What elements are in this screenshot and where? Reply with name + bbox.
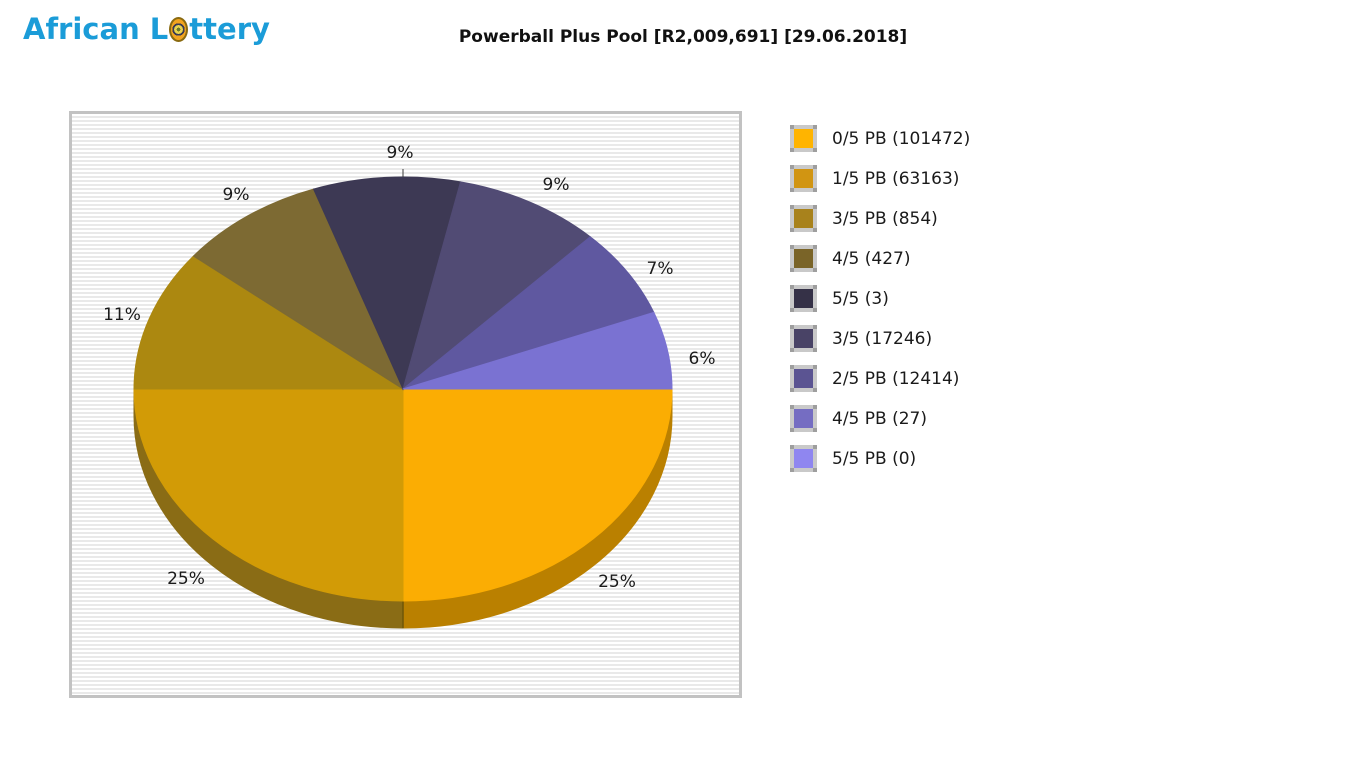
legend-label: 0/5 PB (101472): [832, 128, 971, 149]
legend-swatch-frame: [790, 125, 817, 152]
legend-item: 3/5 PB (854): [790, 205, 970, 232]
legend-label: 5/5 (3): [832, 288, 889, 309]
legend-label: 1/5 PB (63163): [832, 168, 960, 189]
chart-legend: 0/5 PB (101472) 1/5 PB (63163) 3/5 PB (854…: [790, 125, 970, 485]
legend-item: 0/5 PB (101472): [790, 125, 970, 152]
legend-label: 4/5 PB (27): [832, 408, 927, 429]
pie-percent-label: 9%: [543, 175, 570, 195]
pie-slice-1-5-pb: [133, 388, 404, 602]
legend-swatch-frame: [790, 325, 817, 352]
legend-label: 4/5 (427): [832, 248, 911, 269]
legend-color-swatch: [794, 169, 813, 188]
pie-slice-3-5: [402, 181, 592, 391]
brand-logo: African L ttery: [23, 12, 270, 46]
legend-label: 3/5 (17246): [832, 328, 933, 349]
pie-slice-3-5-pb: [133, 255, 405, 390]
legend-swatch-frame: [790, 205, 817, 232]
legend-swatch-frame: [790, 245, 817, 272]
legend-label: 3/5 PB (854): [832, 208, 938, 229]
pie-chart-svg: 25% 25% 11% 9% 9% 9% 7% 6%: [103, 143, 716, 629]
lottery-ball-icon: [169, 17, 189, 42]
legend-label: 2/5 PB (12414): [832, 368, 960, 389]
pie-slice-0-5-pb: [402, 388, 673, 602]
chart-plot-area: 25% 25% 11% 9% 9% 9% 7% 6%: [69, 111, 742, 698]
legend-swatch-frame: [790, 445, 817, 472]
legend-item: 5/5 (3): [790, 285, 970, 312]
legend-color-swatch: [794, 289, 813, 308]
legend-color-swatch: [794, 409, 813, 428]
legend-color-swatch: [794, 209, 813, 228]
legend-swatch-frame: [790, 405, 817, 432]
pie-percent-label: 25%: [598, 572, 636, 592]
pie-percent-label: 6%: [689, 349, 716, 369]
legend-swatch-frame: [790, 365, 817, 392]
pie-slice-2-5-pb: [402, 236, 655, 390]
pie-percent-label: 11%: [103, 305, 141, 325]
pie-percent-label: 25%: [167, 569, 205, 589]
legend-color-swatch: [794, 329, 813, 348]
legend-item: 3/5 (17246): [790, 325, 970, 352]
legend-item: 5/5 PB (0): [790, 445, 970, 472]
brand-logo-text-right: ttery: [189, 12, 270, 46]
legend-color-swatch: [794, 369, 813, 388]
legend-item: 4/5 PB (27): [790, 405, 970, 432]
legend-swatch-frame: [790, 285, 817, 312]
legend-color-swatch: [794, 129, 813, 148]
pie-percent-label: 7%: [647, 259, 674, 279]
pie-percent-label: 9%: [387, 143, 414, 163]
pie-slice-4-5-pb: [402, 311, 673, 390]
legend-label: 5/5 PB (0): [832, 448, 917, 469]
brand-logo-text-left: African L: [23, 12, 169, 46]
pie-slice-4-5: [192, 188, 405, 391]
legend-color-swatch: [794, 249, 813, 268]
legend-swatch-frame: [790, 165, 817, 192]
legend-item: 1/5 PB (63163): [790, 165, 970, 192]
pie-percent-label: 9%: [223, 185, 250, 205]
legend-item: 2/5 PB (12414): [790, 365, 970, 392]
legend-color-swatch: [794, 449, 813, 468]
pie-slice-5-5: [312, 176, 462, 391]
legend-item: 4/5 (427): [790, 245, 970, 272]
page-title: Powerball Plus Pool [R2,009,691] [29.06.…: [458, 27, 908, 47]
